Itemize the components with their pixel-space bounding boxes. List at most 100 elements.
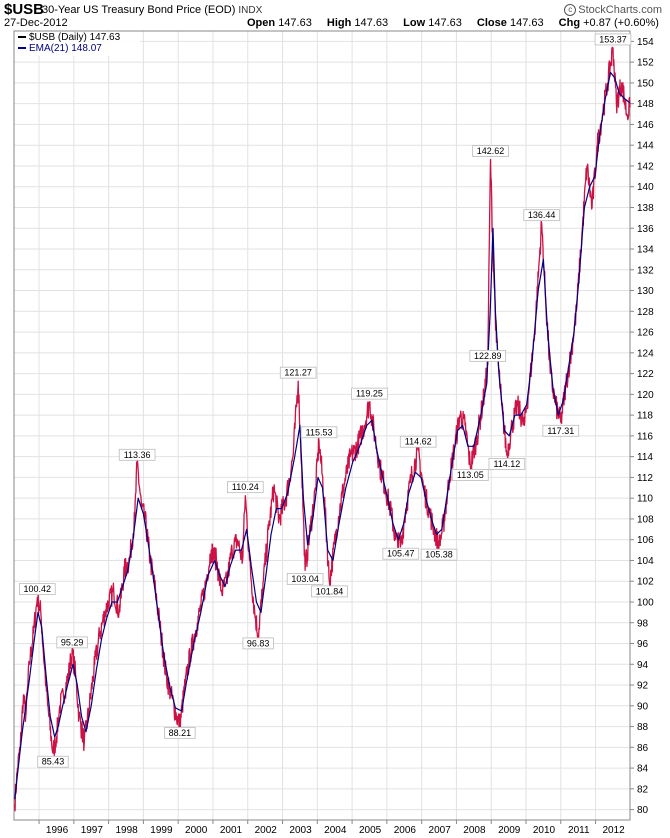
annotation-box	[311, 585, 348, 598]
y-tick-label: 140	[637, 182, 654, 193]
y-tick-label: 146	[637, 120, 654, 131]
annotation-box	[488, 457, 526, 470]
annotation-label: 113.36	[124, 450, 151, 460]
x-tick-label: 2011	[568, 825, 590, 836]
x-tick-label: 2000	[185, 825, 208, 836]
annotation-box	[300, 426, 338, 439]
annotation-label: 100.42	[24, 584, 52, 594]
y-tick-label: 124	[637, 348, 654, 359]
y-tick-label: 104	[637, 556, 654, 567]
x-tick-label: 2007	[429, 825, 452, 836]
y-tick-label: 108	[637, 514, 654, 525]
y-tick-label: 120	[637, 390, 654, 401]
y-tick-label: 144	[637, 141, 654, 152]
annotation-label: 119.25	[356, 389, 383, 399]
annotation-box	[118, 448, 156, 461]
annotation-box	[242, 637, 274, 650]
brand-name: StockCharts.com	[578, 4, 662, 16]
y-tick-label: 152	[637, 58, 654, 69]
y-tick-label: 80	[637, 805, 649, 816]
y-tick-label: 114	[637, 452, 653, 463]
y-tick-label: 134	[637, 245, 654, 256]
y-tick-label: 106	[637, 535, 654, 546]
annotation-label: 95.29	[61, 637, 84, 647]
ohlc-summary: Open 147.63 High 147.63 Low 147.63 Close…	[247, 17, 670, 29]
annotation-box	[469, 349, 507, 362]
y-tick-label: 96	[637, 639, 649, 650]
annotation-box	[351, 387, 388, 400]
annotation-box	[472, 145, 509, 157]
annotation-box	[542, 424, 580, 437]
annotation-label: 114.62	[405, 437, 432, 447]
y-tick-label: 102	[637, 577, 654, 588]
y-tick-label: 90	[637, 701, 649, 712]
annotation-label: 122.89	[474, 351, 502, 361]
annotation-box	[279, 366, 317, 379]
annotation-label: 96.83	[247, 638, 270, 648]
x-tick-label: 2004	[324, 825, 347, 836]
close-value: 147.63	[509, 17, 544, 29]
quote-row: 27-Dec-2012 Open 147.63 High 147.63 Low …	[0, 16, 670, 30]
annotation-label: 114.12	[493, 459, 520, 469]
annotation-box	[164, 726, 196, 739]
x-tick-label: 1996	[46, 825, 69, 836]
x-tick-label: 2008	[463, 825, 486, 836]
annotation-label: 101.84	[316, 586, 344, 596]
ema-series-line	[14, 71, 631, 800]
y-tick-label: 126	[637, 328, 654, 339]
legend-entry: $USB (Daily) 147.63	[29, 32, 121, 43]
high-value: 147.63	[354, 17, 389, 29]
y-tick-label: 150	[637, 78, 654, 89]
annotation-box	[56, 636, 88, 649]
x-tick-label: 1999	[150, 825, 173, 836]
chart-header-row: $USB 30-Year US Treasury Bond Price (EOD…	[0, 1, 670, 18]
y-tick-label: 112	[637, 473, 653, 484]
y-tick-label: 154	[637, 37, 654, 48]
annotation-box	[286, 573, 324, 585]
annotation-label: 136.44	[528, 210, 556, 220]
low-value: 147.63	[428, 17, 462, 29]
annotation-label: 105.47	[387, 549, 415, 559]
copyright-icon: c	[564, 4, 577, 16]
annotation-box	[19, 583, 56, 596]
quote-date: 27-Dec-2012	[4, 17, 68, 29]
annotation-label: 121.27	[284, 368, 312, 378]
y-tick-label: 118	[637, 411, 653, 422]
x-tick-label: 2010	[533, 825, 556, 836]
annotation-label: 115.53	[306, 427, 333, 437]
symbol-label: $USB	[4, 1, 45, 18]
y-tick-label: 132	[637, 265, 654, 276]
x-tick-label: 2005	[359, 825, 382, 836]
open-label: Open	[247, 17, 276, 29]
y-tick-label: 100	[637, 597, 654, 608]
y-tick-label: 82	[637, 784, 649, 795]
x-tick-label: 2012	[602, 825, 625, 836]
y-tick-label: 110	[637, 494, 653, 505]
annotation-label: 103.04	[291, 574, 319, 584]
plot-area	[13, 30, 631, 821]
annotation-label: 113.05	[457, 470, 484, 480]
y-tick-label: 88	[637, 722, 649, 733]
annotation-label: 85.43	[42, 757, 65, 767]
x-tick-label: 2006	[394, 825, 417, 836]
y-tick-label: 122	[637, 369, 654, 380]
legend-entry: EMA(21) 148.07	[29, 43, 102, 54]
annotation-label: 153.37	[599, 34, 627, 44]
y-tick-label: 92	[637, 681, 649, 692]
annotation-label: 105.38	[425, 550, 453, 560]
annotation-label: 88.21	[169, 728, 192, 738]
annotation-box	[227, 481, 264, 494]
y-tick-label: 148	[637, 99, 654, 110]
annotation-box	[452, 469, 489, 481]
y-tick-label: 138	[637, 203, 654, 214]
annotation-box	[382, 547, 420, 560]
x-tick-label: 1997	[81, 825, 104, 836]
open-value: 147.63	[278, 17, 312, 29]
annotation-box	[594, 33, 632, 46]
y-tick-label: 130	[637, 286, 654, 297]
exchange-label: INDX	[238, 5, 263, 16]
close-label: Close	[476, 17, 507, 29]
y-tick-label: 86	[637, 743, 649, 754]
